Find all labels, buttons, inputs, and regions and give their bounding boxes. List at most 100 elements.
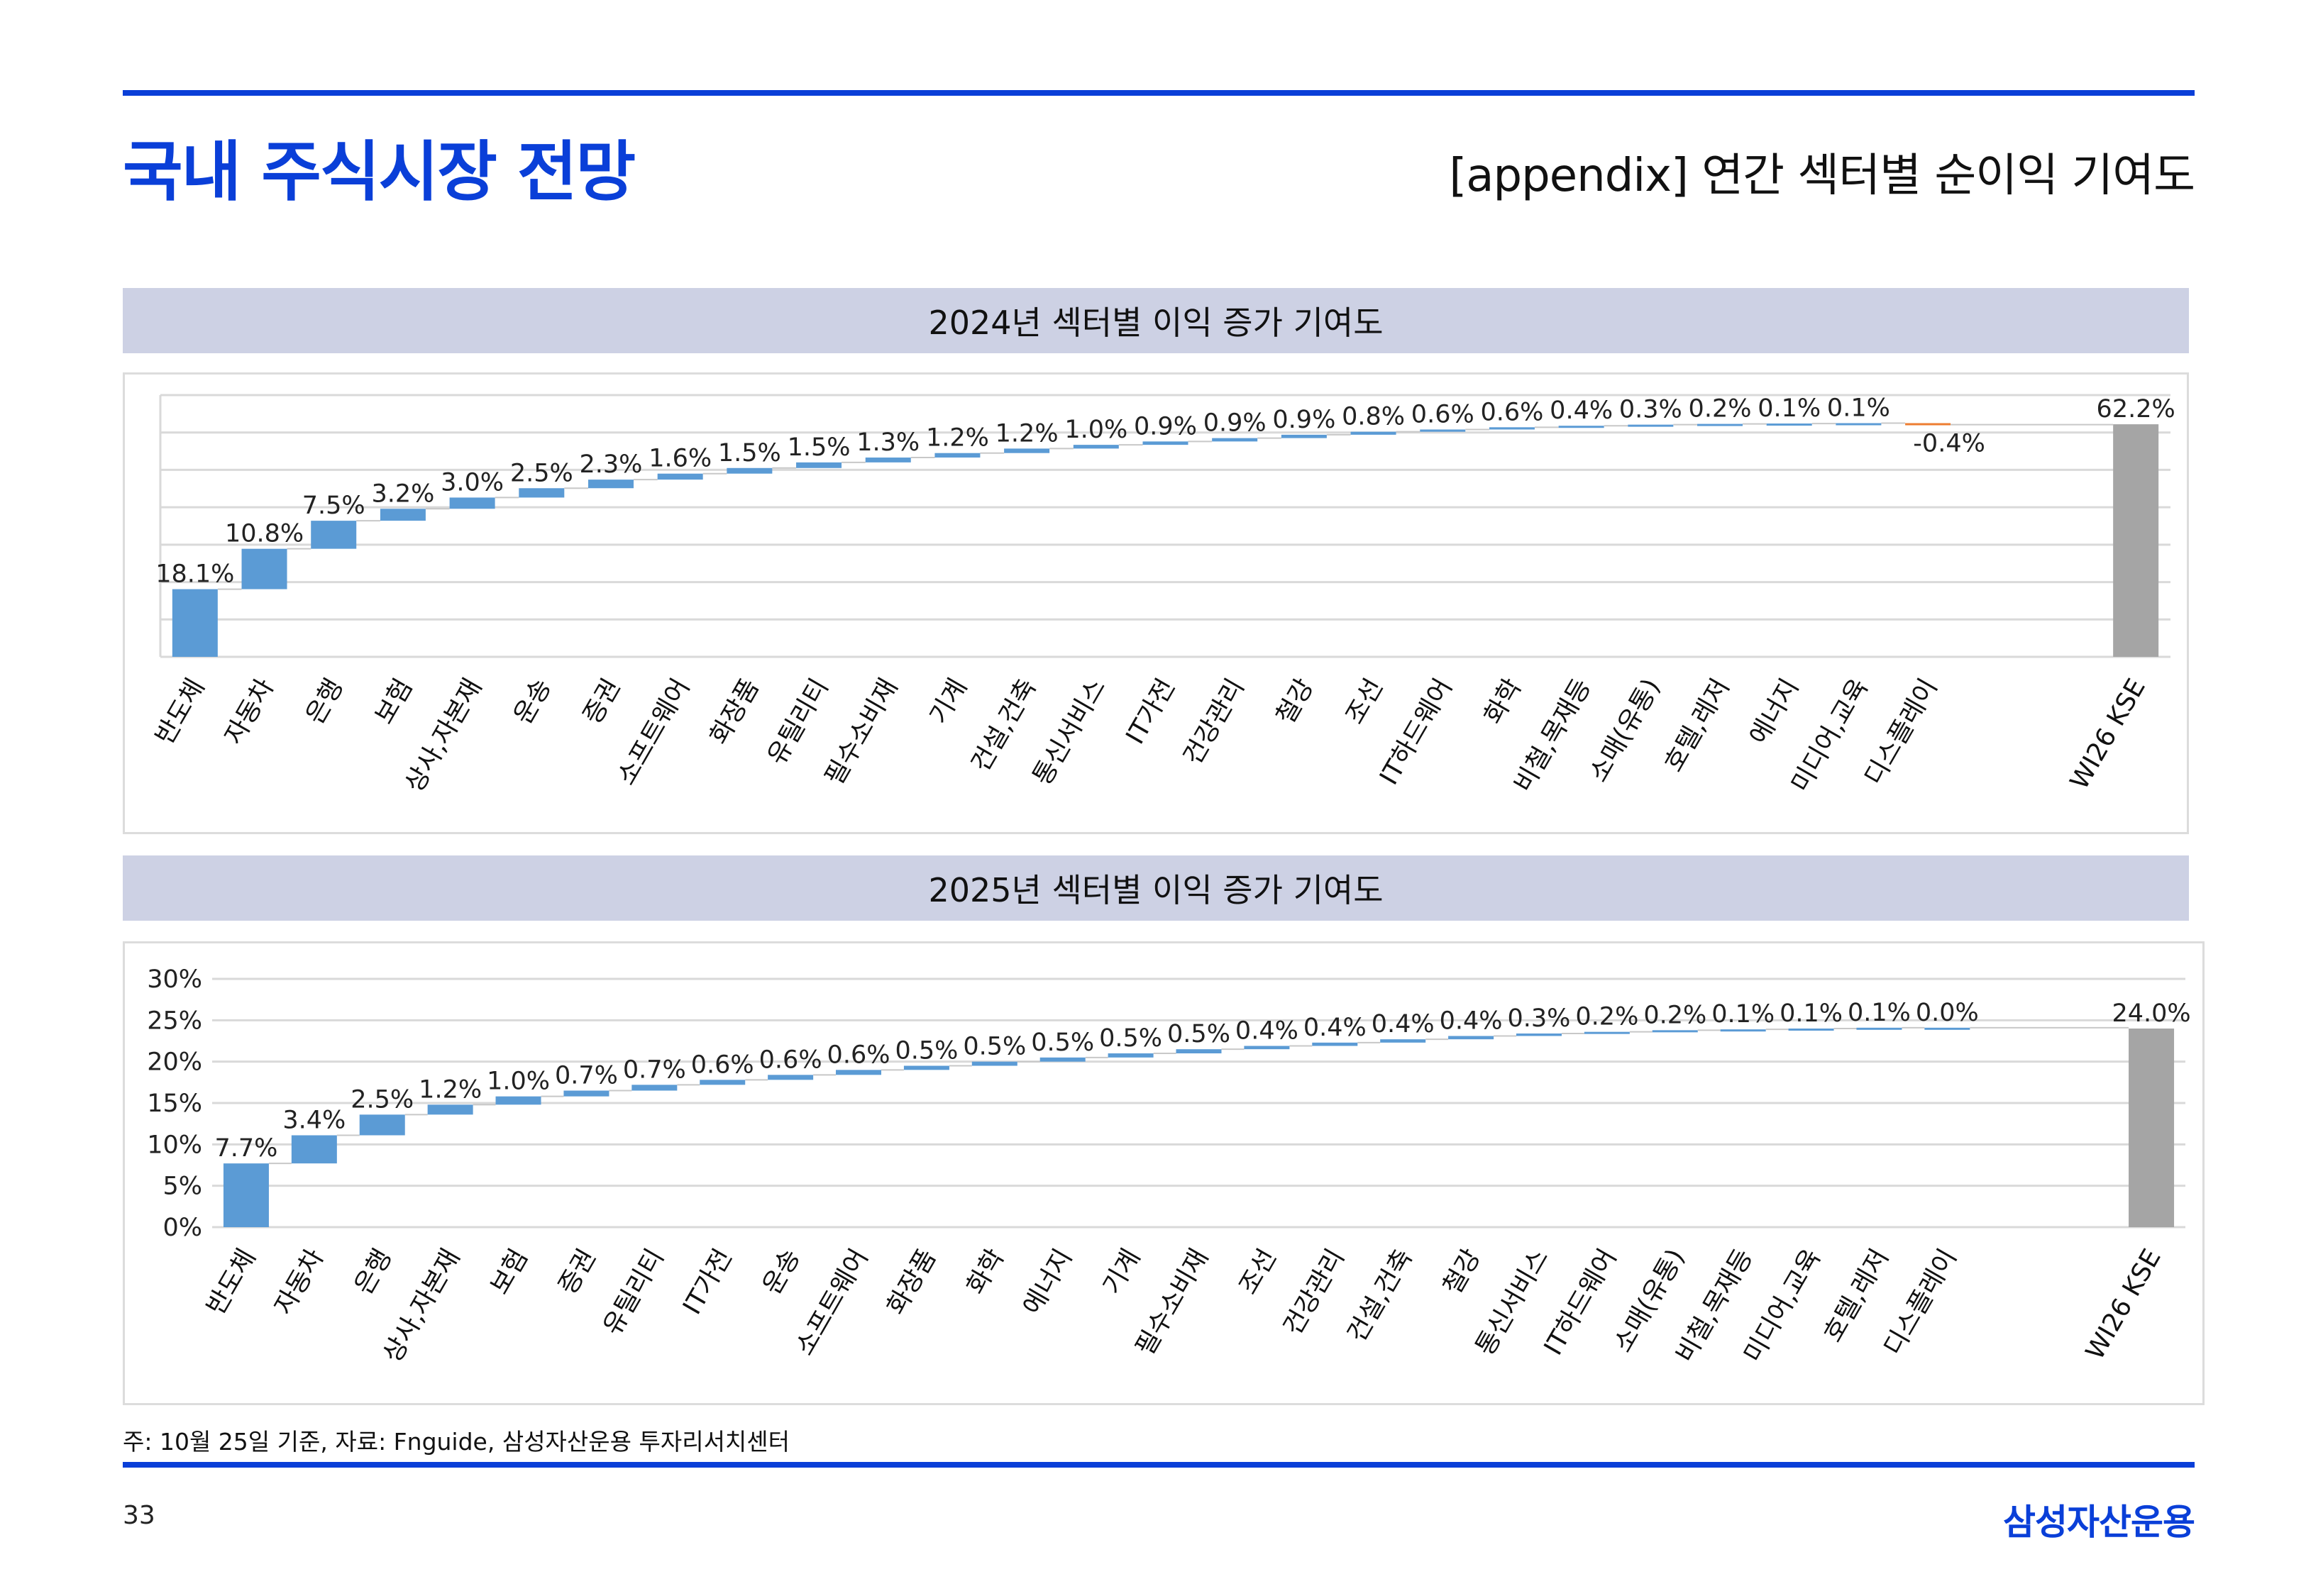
bar	[903, 1065, 949, 1070]
category-label: 은행	[300, 674, 349, 729]
bar	[291, 1135, 337, 1164]
category-label: 보험	[485, 1244, 534, 1299]
data-label: 24.0%	[2112, 999, 2190, 1028]
y-tick-label: 20%	[147, 1048, 202, 1077]
category-label: 건설,건축	[1342, 1244, 1418, 1347]
category-label: 조선	[1234, 1244, 1283, 1299]
bar	[449, 497, 495, 509]
category-label: 화장품	[705, 674, 765, 750]
bar	[1420, 429, 1466, 432]
bar	[1628, 424, 1674, 427]
category-label: 은행	[349, 1244, 398, 1299]
bar	[1244, 1046, 1290, 1050]
category-label: 유틸리티	[762, 674, 834, 770]
category-label: WI26 KSE	[2080, 1244, 2167, 1365]
data-label: 0.3%	[1619, 396, 1682, 424]
data-label: 0.1%	[1711, 1000, 1775, 1029]
bar	[700, 1080, 746, 1085]
category-label: 증권	[553, 1244, 602, 1299]
bar	[1516, 1033, 1562, 1036]
bar	[1039, 1057, 1086, 1062]
data-label: 0.1%	[1827, 394, 1890, 423]
y-tick-label: 5%	[162, 1173, 202, 1201]
data-label: 0.5%	[1099, 1024, 1162, 1053]
category-label: 소매(유통)	[1584, 674, 1666, 787]
total-bar	[2113, 424, 2159, 657]
bar	[1448, 1036, 1494, 1040]
bar	[1350, 431, 1396, 435]
bar	[223, 1163, 269, 1227]
data-label: 18.1%	[155, 560, 234, 589]
company-logo: 삼성자산운용	[2003, 1502, 2195, 1543]
data-label: 3.2%	[371, 480, 434, 508]
category-label: 보험	[370, 674, 419, 729]
chart-2025-title: 2025년 섹터별 이익 증가 기여도	[123, 855, 2189, 921]
bar	[1652, 1030, 1698, 1033]
data-label: 0.1%	[1848, 999, 1911, 1027]
data-label: 1.2%	[926, 424, 989, 453]
bar	[1176, 1049, 1222, 1053]
category-label: 철강	[1271, 674, 1320, 729]
y-tick-label: 25%	[147, 1007, 202, 1035]
bar	[768, 1075, 814, 1080]
data-label: 0.2%	[1575, 1003, 1638, 1031]
category-label: 건강관리	[1178, 674, 1250, 770]
bar	[1558, 426, 1604, 428]
data-label: 1.2%	[995, 419, 1059, 448]
data-label: 0.5%	[963, 1033, 1026, 1061]
category-label: 자동차	[219, 674, 280, 750]
category-label: 운송	[508, 674, 557, 729]
data-label: 0.4%	[1372, 1010, 1435, 1038]
category-label: 호텔,레저	[1659, 674, 1735, 777]
data-label: 0.4%	[1303, 1014, 1367, 1042]
bar	[631, 1085, 678, 1091]
data-label: 3.4%	[282, 1107, 346, 1135]
data-label: 1.6%	[649, 445, 712, 473]
category-label: 화학	[1479, 674, 1528, 729]
data-label: 1.0%	[487, 1068, 550, 1096]
data-label: 1.5%	[718, 439, 781, 467]
bar	[1108, 1053, 1154, 1058]
data-label: 2.5%	[351, 1085, 414, 1114]
category-label: 자동차	[269, 1244, 329, 1320]
bar	[1212, 438, 1258, 442]
category-label: IT가전	[678, 1244, 738, 1319]
bar	[1281, 434, 1327, 438]
data-label: 2.3%	[580, 450, 643, 479]
bar	[1489, 427, 1535, 430]
bottom-rule	[123, 1462, 2195, 1468]
chart-2024-title: 2024년 섹터별 이익 증가 기여도	[123, 288, 2189, 353]
category-label: 화학	[961, 1244, 1010, 1299]
data-label: 0.4%	[1235, 1017, 1298, 1046]
category-label: WI26 KSE	[2065, 674, 2151, 794]
data-label: 0.6%	[759, 1046, 822, 1074]
chart-2024-svg: 18.1%반도체10.8%자동차7.5%은행3.2%보험3.0%상사,자본재2.…	[150, 394, 2175, 797]
bar	[1856, 1027, 1902, 1030]
data-label: 0.6%	[1411, 400, 1474, 428]
bar	[380, 509, 426, 521]
category-label: 기계	[1098, 1244, 1147, 1299]
bar	[1905, 423, 1951, 426]
data-label: 7.5%	[302, 492, 365, 520]
data-label: 0.5%	[1031, 1029, 1094, 1057]
bar	[563, 1090, 609, 1097]
data-label: 0.7%	[555, 1062, 618, 1090]
data-label: 0.3%	[1508, 1004, 1571, 1033]
data-label: 0.9%	[1272, 406, 1335, 434]
data-label: 7.7%	[214, 1134, 277, 1163]
category-label: 호텔,레저	[1819, 1244, 1894, 1347]
data-label: 2.5%	[510, 459, 573, 487]
category-label: 에너지	[1017, 1244, 1078, 1320]
data-label: 0.9%	[1134, 412, 1197, 440]
category-label: 화장품	[882, 1244, 942, 1320]
y-tick-label: 30%	[147, 965, 202, 994]
category-label: 반도체	[202, 1244, 262, 1320]
category-label: 기계	[925, 674, 973, 729]
chart-2025-svg: 0% 5% 10% 15% 20% 25% 30% 7.7% 반도체 3.4% 자동차 2.5% 은행 1…	[147, 965, 2190, 1368]
bar	[1766, 423, 1812, 426]
data-label: 0.2%	[1643, 1001, 1706, 1029]
bar	[495, 1096, 541, 1105]
data-label: 0.8%	[1342, 403, 1405, 431]
bar	[1584, 1031, 1630, 1034]
y-tick-label: 15%	[147, 1090, 202, 1118]
